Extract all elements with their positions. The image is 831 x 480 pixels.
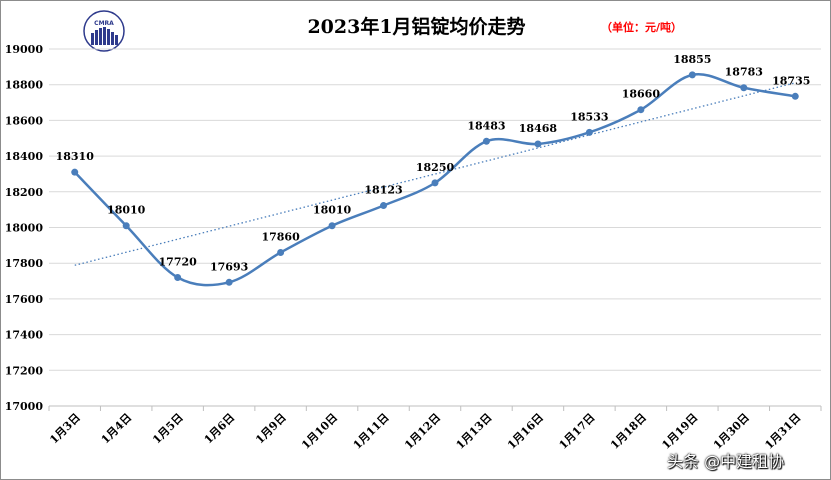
x-tick-label: 1月10日	[299, 411, 340, 452]
data-label: 18483	[467, 119, 505, 132]
chart-title: 2023年1月铝锭均价走势	[307, 16, 526, 38]
data-point	[328, 222, 336, 230]
data-point	[122, 222, 130, 230]
y-tick-label: 18200	[5, 186, 44, 199]
data-label: 17693	[210, 260, 248, 273]
y-tick-label: 17800	[5, 257, 44, 270]
y-tick-label: 18600	[5, 114, 44, 127]
data-point	[225, 278, 233, 286]
data-label: 18123	[364, 184, 402, 197]
data-label: 18735	[772, 74, 810, 87]
cmra-logo: CMRA	[83, 10, 125, 52]
x-tick-label: 1月17日	[557, 411, 598, 452]
data-point	[740, 84, 748, 92]
y-tick-label: 17000	[5, 400, 44, 413]
trendline	[74, 82, 796, 266]
data-label: 18468	[519, 122, 558, 135]
data-point	[688, 71, 696, 79]
x-tick-label: 1月5日	[150, 411, 186, 447]
x-tick-label: 1月31日	[762, 411, 803, 452]
data-point	[534, 140, 542, 148]
data-label: 17720	[159, 255, 198, 268]
data-label: 18660	[622, 88, 661, 101]
x-tick-label: 1月12日	[402, 411, 443, 452]
x-tick-label: 1月13日	[454, 411, 495, 452]
data-label: 18855	[673, 53, 711, 66]
data-point	[585, 128, 593, 136]
x-tick-label: 1月6日	[202, 411, 238, 447]
data-point	[791, 92, 799, 100]
y-tick-label: 18000	[5, 222, 44, 235]
data-label: 17860	[261, 230, 300, 243]
y-tick-label: 18400	[5, 150, 44, 163]
data-label: 18783	[725, 66, 763, 79]
y-tick-label: 17600	[5, 293, 44, 306]
x-tick-label: 1月18日	[608, 411, 649, 452]
x-tick-label: 1月3日	[47, 411, 83, 447]
data-label: 18310	[56, 150, 95, 163]
y-tick-label: 19000	[5, 43, 44, 56]
x-tick-label: 1月4日	[99, 411, 135, 447]
x-tick-label: 1月11日	[351, 411, 392, 452]
x-tick-label: 1月19日	[659, 411, 700, 452]
data-label: 18010	[107, 204, 146, 217]
x-tick-label: 1月9日	[253, 411, 289, 447]
data-point	[71, 168, 79, 176]
data-point	[380, 202, 388, 210]
data-point	[277, 248, 285, 256]
x-tick-label: 1月30日	[711, 411, 752, 452]
unit-note: （单位：元/吨）	[601, 21, 683, 34]
watermark: 头条 @中建租协	[667, 452, 785, 471]
data-point	[431, 179, 439, 187]
data-label: 18250	[416, 161, 455, 174]
y-tick-label: 18800	[5, 79, 44, 92]
logo-text: CMRA	[94, 20, 114, 27]
data-point	[174, 273, 182, 281]
data-point	[637, 106, 645, 114]
data-point	[482, 137, 490, 145]
x-tick-label: 1月16日	[505, 411, 546, 452]
y-tick-label: 17400	[5, 329, 44, 342]
y-tick-label: 17200	[5, 364, 44, 377]
data-label: 18010	[313, 204, 352, 217]
data-label: 18533	[570, 110, 608, 123]
